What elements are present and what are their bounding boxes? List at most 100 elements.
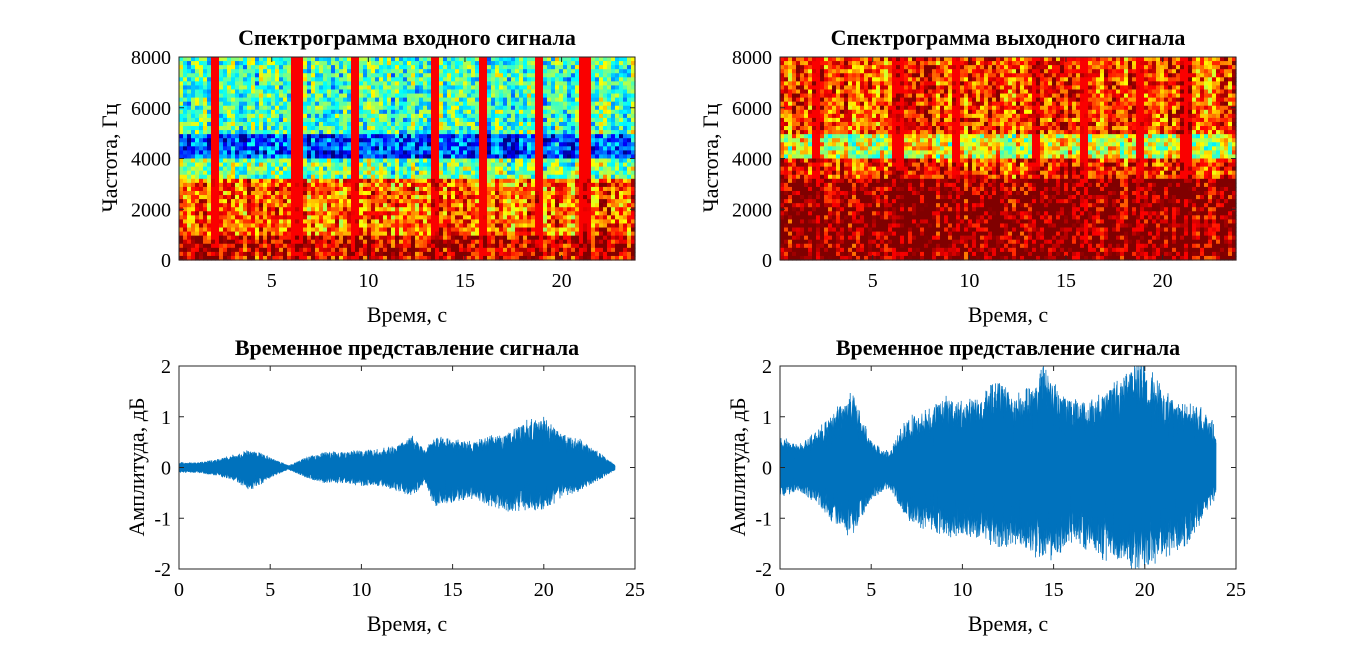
spectrogram-cell — [571, 207, 576, 212]
spectrogram-cell — [567, 199, 572, 204]
spectrogram-cell — [479, 239, 484, 245]
spectrogram-cell — [247, 89, 252, 95]
spectrogram-cell — [491, 97, 496, 103]
spectrogram-cell — [335, 126, 340, 131]
spectrogram-cell — [475, 239, 480, 245]
spectrogram-cell — [415, 199, 420, 204]
spectrogram-cell — [515, 219, 520, 225]
spectrogram-cell — [291, 158, 296, 164]
spectrogram-cell — [331, 134, 336, 139]
spectrogram-cell — [507, 182, 512, 188]
spectrogram-cell — [371, 239, 376, 245]
spectrogram-cell — [399, 174, 404, 180]
spectrogram-cell — [499, 93, 504, 99]
spectrogram-cell — [247, 146, 252, 151]
spectrogram-cell — [515, 97, 520, 103]
spectrogram-cell — [547, 89, 552, 95]
spectrogram-cell — [467, 255, 472, 261]
spectrogram-cell — [499, 231, 504, 237]
spectrogram-cell — [559, 182, 564, 188]
spectrogram-cell — [207, 223, 212, 229]
spectrogram-cell — [271, 190, 276, 196]
spectrogram-cell — [515, 158, 520, 164]
spectrogram-cell — [531, 182, 536, 188]
spectrogram-cell — [335, 255, 340, 261]
spectrogram-cell — [491, 158, 496, 164]
spectrogram-cell — [287, 199, 292, 204]
spectrogram-cell — [351, 97, 356, 103]
spectrogram-cell — [567, 65, 572, 70]
spectrogram-cell — [523, 101, 528, 107]
spectrogram-cell — [323, 77, 328, 82]
spectrogram-cell — [187, 186, 192, 192]
spectrogram-cell — [467, 186, 472, 192]
spectrogram-cell — [343, 146, 348, 151]
spectrogram-cell — [559, 81, 564, 87]
spectrogram-cell — [211, 227, 216, 233]
spectrogram-cell — [483, 57, 488, 62]
spectrogram-cell — [243, 170, 248, 176]
spectrogram-cell — [523, 255, 528, 261]
spectrogram-cell — [483, 61, 488, 66]
spectrogram-cell — [219, 73, 224, 78]
spectrogram-cell — [527, 207, 532, 212]
spectrogram-cell — [379, 211, 384, 216]
spectrogram-cell — [279, 154, 284, 160]
spectrogram-cell — [575, 231, 580, 237]
spectrogram-cell — [359, 211, 364, 216]
spectrogram-cell — [307, 203, 312, 208]
spectrogram-cell — [363, 190, 368, 196]
spectrogram-cell — [483, 255, 488, 261]
spectrogram-cell — [279, 223, 284, 229]
spectrogram-cell — [367, 235, 372, 241]
spectrogram-cell — [347, 195, 352, 200]
spectrogram-cell — [475, 154, 480, 160]
spectrogram-cell — [335, 121, 340, 127]
spectrogram-cell — [327, 69, 332, 74]
spectrogram-cell — [523, 195, 528, 200]
spectrogram-cell — [235, 138, 240, 143]
spectrogram-cell — [211, 195, 216, 200]
spectrogram-cell — [203, 174, 208, 180]
spectrogram-cell — [323, 182, 328, 188]
spectrogram-cell — [371, 235, 376, 241]
spectrogram-cell — [359, 113, 364, 119]
spectrogram-cell — [547, 57, 552, 62]
spectrogram-cell — [371, 207, 376, 212]
spectrogram-cell — [367, 251, 372, 257]
spectrogram-cell — [555, 199, 560, 204]
spectrogram-cell — [471, 178, 476, 184]
spectrogram-cell — [543, 81, 548, 87]
spectrogram-cell — [415, 162, 420, 168]
spectrogram-cell — [235, 251, 240, 257]
spectrogram-cell — [411, 186, 416, 192]
spectrogram-cell — [319, 239, 324, 245]
spectrogram-cell — [539, 101, 544, 107]
spectrogram-cell — [451, 231, 456, 237]
spectrogram-cell — [347, 150, 352, 156]
spectrogram-cell — [531, 199, 536, 204]
spectrogram-cell — [375, 117, 380, 123]
spectrogram-cell — [187, 219, 192, 225]
spectrogram-cell — [251, 77, 256, 82]
spectrogram-cell — [427, 174, 432, 180]
spectrogram-cell — [299, 142, 304, 147]
spectrogram-cell — [199, 178, 204, 184]
spectrogram-cell — [279, 251, 284, 257]
spectrogram-cell — [567, 195, 572, 200]
spectrogram-cell — [315, 178, 320, 184]
spectrogram-cell — [223, 174, 228, 180]
spectrogram-cell — [559, 154, 564, 160]
spectrogram-cell — [447, 138, 452, 143]
spectrogram-cell — [267, 109, 272, 115]
spectrogram-cell — [291, 61, 296, 66]
spectrogram-cell — [391, 154, 396, 160]
spectrogram-cell — [419, 89, 424, 95]
spectrogram-cell — [527, 146, 532, 151]
spectrogram-cell — [375, 130, 380, 135]
spectrogram-cell — [435, 126, 440, 131]
spectrogram-cell — [239, 130, 244, 135]
spectrogram-cell — [299, 239, 304, 245]
spectrogram-cell — [463, 65, 468, 70]
spectrogram-cell — [371, 113, 376, 119]
